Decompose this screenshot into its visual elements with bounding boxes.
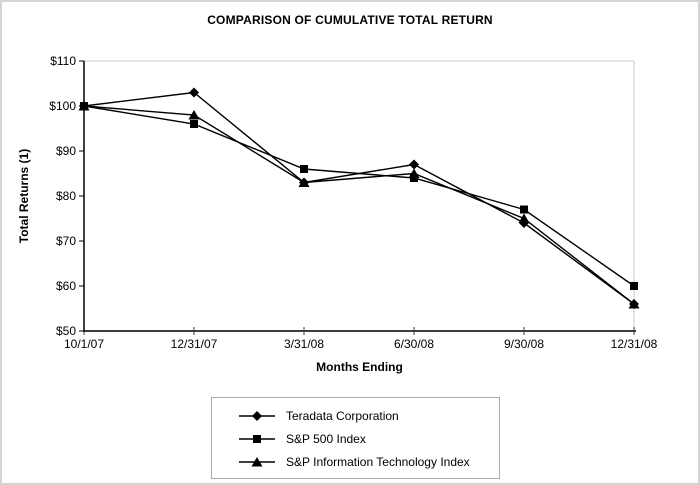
diamond-legend-icon	[239, 410, 275, 421]
series-point-marker-triangle	[408, 168, 420, 178]
plot-area: $50 $60 $70 $80 $90 $100 $110 10/1/07 12/31/07 3/…	[49, 54, 658, 351]
series-point-marker-triangle	[78, 101, 90, 111]
x-axis-title: Months Ending	[316, 360, 403, 374]
series-line	[83, 105, 635, 305]
y-tick-label: $70	[56, 234, 76, 248]
triangle-legend-icon	[239, 456, 275, 466]
legend-item: S&P 500 Index	[239, 427, 499, 450]
series-point-marker-triangle	[298, 177, 310, 187]
y-tick-label: $100	[49, 99, 76, 113]
legend-item-label: Teradata Corporation	[286, 408, 399, 423]
series-point-marker-diamond	[189, 87, 199, 98]
series-line	[83, 105, 635, 287]
series-point-marker-triangle	[518, 213, 530, 223]
series-point-marker-triangle	[188, 110, 200, 120]
series-line	[83, 91, 635, 305]
legend: Teradata Corporation S&P 500 Index S&P Inf…	[211, 397, 500, 479]
y-tick-label: $60	[56, 279, 76, 293]
series-point-marker-square	[630, 282, 638, 290]
series-point-marker-square	[520, 205, 528, 214]
x-tick-label: 12/31/07	[171, 337, 218, 351]
y-tick-label: $90	[56, 144, 76, 158]
y-tick-label: $80	[56, 189, 76, 203]
x-tick-label: 9/30/08	[504, 337, 544, 351]
legend-item: Teradata Corporation	[239, 404, 499, 427]
x-tick-label: 3/31/08	[284, 337, 324, 351]
series-point-marker-diamond	[409, 159, 419, 170]
series-point-marker-triangle	[628, 299, 640, 309]
series-point-marker-square	[190, 120, 198, 128]
y-tick-label: $50	[56, 324, 76, 338]
x-tick-label: 12/31/08	[611, 337, 658, 351]
series-point-marker-square	[300, 165, 308, 173]
x-tick-label: 10/1/07	[64, 337, 104, 351]
x-tick-label: 6/30/08	[394, 337, 434, 351]
square-legend-icon	[239, 434, 275, 443]
legend-item-label: S&P 500 Index	[286, 431, 366, 446]
chart-title: COMPARISON OF CUMULATIVE TOTAL RETURN	[207, 13, 493, 27]
legend-item: S&P Information Technology Index	[239, 450, 499, 473]
y-tick-label: $110	[50, 54, 76, 68]
legend-item-label: S&P Information Technology Index	[286, 454, 470, 469]
y-axis-title: Total Returns (1)	[17, 148, 31, 244]
